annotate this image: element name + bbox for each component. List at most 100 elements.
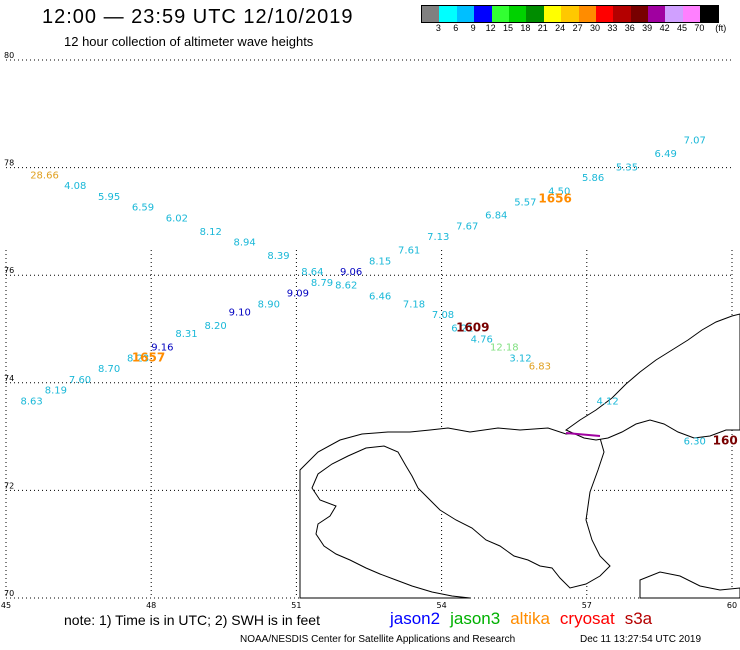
satellite-legend-jason2: jason2: [390, 609, 441, 628]
lon-tick-label: 48: [146, 601, 156, 610]
wave-height-value: 8.63: [21, 396, 43, 407]
wave-height-value: 4.08: [64, 181, 86, 192]
pass-time-label: 1657: [132, 350, 165, 364]
color-bin: [543, 6, 562, 22]
east-coast-fragment: [639, 571, 740, 599]
wave-height-value: 9.06: [340, 267, 362, 278]
novaya-zemlya-north: [564, 313, 740, 441]
wave-height-value: 8.62: [335, 281, 357, 292]
color-bin-label: 45: [676, 23, 688, 33]
satellite-legend: jason2 jason3 altika cryosat s3a: [390, 609, 662, 629]
color-bin-label: 39: [642, 23, 653, 33]
wave-height-value: 4.50: [548, 187, 570, 198]
wave-height-value: 6.84: [485, 211, 507, 222]
pass-time-labels: 1657 1656 1609 160: [132, 192, 738, 448]
color-bin-label: 70: [694, 23, 705, 33]
color-bin: [595, 6, 614, 22]
credit-line: NOAA/NESDIS Center for Satellite Applica…: [240, 634, 516, 645]
lon-tick-label: 60: [727, 601, 737, 610]
lon-tick-label: 51: [291, 601, 301, 610]
lon-tick-label: 54: [437, 601, 447, 610]
wave-height-value: 7.07: [684, 135, 706, 146]
wave-height-value: 8.90: [258, 299, 280, 310]
wave-height-value: 6.46: [369, 291, 391, 302]
pass-time-label: 1609: [456, 321, 489, 335]
wave-height-value: 7.61: [398, 246, 420, 257]
color-bin: [665, 6, 683, 22]
color-bin-label: 12: [485, 23, 496, 33]
lat-tick-label: 76: [4, 266, 14, 275]
wave-height-value: 12.18: [490, 343, 519, 354]
satellite-legend-jason3: jason3: [450, 609, 501, 628]
wave-height-value: 7.08: [432, 310, 454, 321]
map-title: 12:00 — 23:59 UTC 12/10/2019: [42, 6, 354, 28]
wave-height-value: 8.94: [233, 238, 255, 249]
satellite-legend-cryosat: cryosat: [559, 609, 615, 628]
color-bin-label: 21: [537, 23, 548, 33]
wave-height-value: 6.59: [132, 203, 154, 214]
color-bin-label: 24: [555, 23, 566, 33]
color-bin-label: 6: [453, 23, 459, 33]
wave-height-value: 8.70: [98, 364, 120, 375]
color-unit-label: (ft): [715, 23, 727, 33]
wave-height-value: 3.12: [509, 353, 531, 364]
wave-height-value: 9.10: [229, 308, 251, 319]
wave-height-value: 6.83: [529, 361, 551, 372]
color-bin-label: 42: [659, 23, 670, 33]
color-bin: [682, 6, 701, 22]
wave-height-value: 5.86: [582, 173, 604, 184]
lat-tick-label: 72: [4, 481, 14, 490]
wave-height-value: 5.35: [616, 162, 638, 173]
wave-height-value: 6.21: [451, 324, 473, 335]
color-bin: [613, 6, 631, 22]
novaya-zemlya-south: [299, 427, 611, 599]
wave-height-value: 6.49: [655, 149, 677, 160]
color-bin: [439, 6, 457, 22]
color-bin-label: 36: [624, 23, 635, 33]
color-bin: [700, 6, 718, 22]
wave-height-value: 7.18: [403, 299, 425, 310]
wave-height-value: 8.64: [301, 267, 323, 278]
color-bin-label: 18: [520, 23, 531, 33]
color-bin: [456, 6, 475, 22]
wave-height-value: 9.16: [151, 343, 173, 354]
wave-height-value: 8.19: [45, 386, 67, 397]
color-bin: [578, 6, 596, 22]
color-bin: [526, 6, 544, 22]
map-subtitle: 12 hour collection of altimeter wave hei…: [64, 34, 314, 49]
color-scale-labels: 3 6 9 12 15 18 21 24 27 30 33 36 39 42 45 70 (ft): [421, 23, 731, 35]
lat-lon-grid: 45 48 51 54 57 60 70 72 74 76 78 80: [1, 51, 737, 610]
color-bin: [508, 6, 527, 22]
color-bin-label: 30: [589, 23, 601, 33]
color-bin: [630, 6, 649, 22]
color-bin: [491, 6, 509, 22]
pass-time-label: 1656: [538, 192, 571, 206]
color-bin-label: 15: [502, 23, 514, 33]
color-bin: [422, 6, 440, 22]
footer-note: note: 1) Time is in UTC; 2) SWH is in fe…: [64, 612, 320, 628]
wave-height-value: 7.13: [427, 232, 449, 243]
satellite-legend-altika: altika: [510, 609, 550, 628]
color-bin: [474, 6, 492, 22]
color-bin-label: 3: [435, 23, 441, 33]
wave-height-value: 7.67: [456, 221, 478, 232]
wave-height-value: 28.66: [30, 170, 59, 181]
wave-height-value: 8.15: [369, 256, 391, 267]
color-bin-label: 9: [470, 23, 476, 33]
wave-height-value: 8.39: [267, 251, 289, 262]
lon-tick-label: 45: [1, 601, 11, 610]
color-bin-label: 33: [607, 23, 618, 33]
wave-height-value: 7.60: [69, 375, 91, 386]
wave-height-value: 8.12: [200, 227, 222, 238]
color-bin-label: 27: [572, 23, 583, 33]
lat-tick-label: 70: [4, 589, 14, 598]
satellite-legend-s3a: s3a: [624, 609, 653, 628]
wave-height-value: 6.02: [166, 213, 188, 224]
wave-height-value: 4.76: [471, 334, 493, 345]
lat-tick-label: 74: [4, 374, 14, 383]
pass-time-label: 160: [713, 434, 738, 448]
wave-height-value: 8.31: [175, 329, 197, 340]
wave-height-value: 4.12: [596, 396, 618, 407]
wave-height-value: 5.57: [514, 197, 536, 208]
